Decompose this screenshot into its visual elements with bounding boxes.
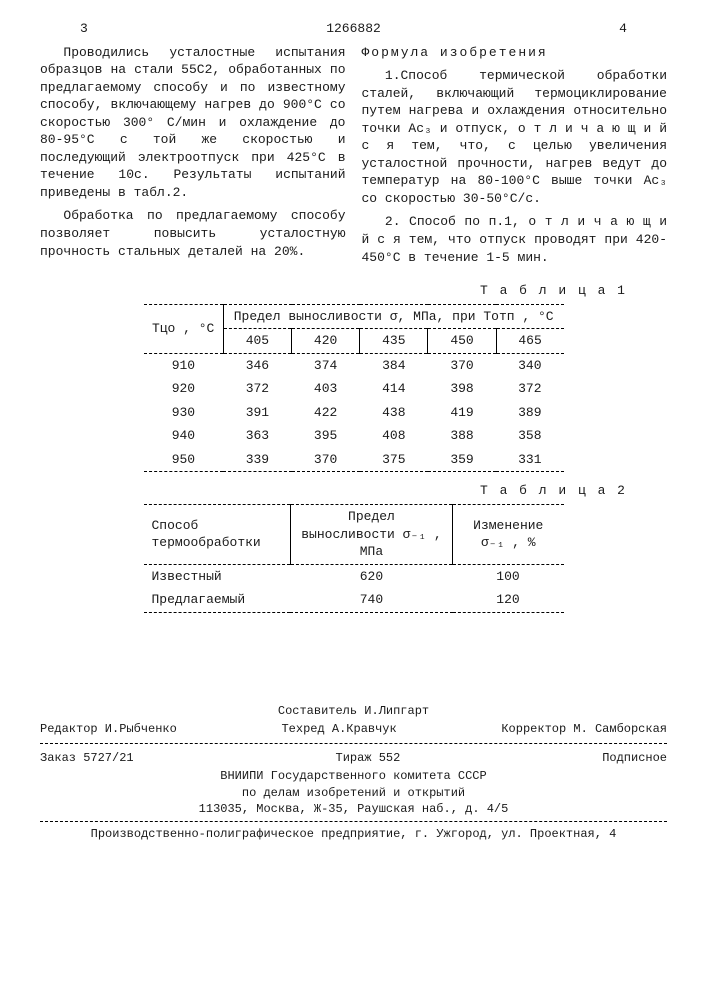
t1-r1c2: 403 xyxy=(292,377,360,401)
org-line2: по делам изобретений и открытий xyxy=(40,785,667,801)
t1-sub-3: 450 xyxy=(428,329,496,354)
editor: Редактор И.Рыбченко xyxy=(40,721,177,737)
t2-h2: Предел выносливости σ₋₁ , МПа xyxy=(290,505,452,565)
t2-r1c2: 120 xyxy=(453,588,564,612)
t1-r2c4: 419 xyxy=(428,401,496,425)
t1-r3c1: 363 xyxy=(223,424,291,448)
t1-r2c5: 389 xyxy=(496,401,563,425)
t1-r0c1: 346 xyxy=(223,353,291,377)
t1-r1c4: 398 xyxy=(428,377,496,401)
formula-heading: Формула изобретения xyxy=(362,44,668,62)
t1-r2c1: 391 xyxy=(223,401,291,425)
t1-r0c2: 374 xyxy=(292,353,360,377)
t2-r1c1: 740 xyxy=(290,588,452,612)
table1-caption: Т а б л и ц а 1 xyxy=(40,282,627,300)
t1-sub-0: 405 xyxy=(223,329,291,354)
techred: Техред А.Кравчук xyxy=(281,721,396,737)
t2-r0c0: Известный xyxy=(144,564,291,588)
page-no-right: 4 xyxy=(619,20,627,38)
t1-r4c1: 339 xyxy=(223,448,291,472)
t2-r0c2: 100 xyxy=(453,564,564,588)
addr: 113035, Москва, Ж-35, Раушская наб., д. … xyxy=(40,801,667,817)
t1-r2c0: 930 xyxy=(144,401,224,425)
table1: Тцо , °C Предел выносливости σ, МПа, при… xyxy=(144,304,564,473)
page-header: 3 1266882 4 xyxy=(40,20,667,44)
org-line1: ВНИИПИ Государственного комитета СССР xyxy=(40,768,667,784)
t1-r4c3: 375 xyxy=(360,448,428,472)
table2: Способ термообработки Предел выносливост… xyxy=(144,504,564,613)
body-columns: Проводились усталостные испытания образц… xyxy=(40,44,667,273)
t1-r0c0: 910 xyxy=(144,353,224,377)
t1-r1c3: 414 xyxy=(360,377,428,401)
right-column: Формула изобретения 1.Способ термической… xyxy=(362,44,668,273)
compiler-line: Составитель И.Липгарт xyxy=(40,703,667,719)
t1-r4c2: 370 xyxy=(292,448,360,472)
t1-sub-4: 465 xyxy=(496,329,563,354)
t2-r1c0: Предлагаемый xyxy=(144,588,291,612)
t1-r4c0: 950 xyxy=(144,448,224,472)
t1-sub-2: 435 xyxy=(360,329,428,354)
t1-r3c5: 358 xyxy=(496,424,563,448)
t1-r1c1: 372 xyxy=(223,377,291,401)
t2-r0c1: 620 xyxy=(290,564,452,588)
t1-r4c4: 359 xyxy=(428,448,496,472)
order-no: Заказ 5727/21 xyxy=(40,750,134,766)
t1-head-span: Предел выносливости σ, МПа, при Тотп , °… xyxy=(223,304,563,329)
left-p2: Обработка по предлагаемому способу позво… xyxy=(40,207,346,260)
t1-r0c4: 370 xyxy=(428,353,496,377)
table2-caption: Т а б л и ц а 2 xyxy=(40,482,627,500)
right-p2: 2. Способ по п.1, о т л и ч а ю щ и й с … xyxy=(362,213,668,266)
t1-r1c5: 372 xyxy=(496,377,563,401)
t1-r2c3: 438 xyxy=(360,401,428,425)
imprint-footer: Составитель И.Липгарт Редактор И.Рыбченк… xyxy=(40,703,667,842)
t1-r0c3: 384 xyxy=(360,353,428,377)
divider-2 xyxy=(40,821,667,822)
t1-r3c0: 940 xyxy=(144,424,224,448)
t2-h1: Способ термообработки xyxy=(144,505,291,565)
printer: Производственно-полиграфическое предприя… xyxy=(40,826,667,842)
divider-1 xyxy=(40,743,667,744)
t1-r2c2: 422 xyxy=(292,401,360,425)
t1-r3c2: 395 xyxy=(292,424,360,448)
tirazh: Тираж 552 xyxy=(336,750,401,766)
t1-sub-1: 420 xyxy=(292,329,360,354)
t1-r4c5: 331 xyxy=(496,448,563,472)
page-no-left: 3 xyxy=(80,20,88,38)
t1-r3c3: 408 xyxy=(360,424,428,448)
corrector: Корректор М. Самборская xyxy=(501,721,667,737)
right-p1: 1.Способ термической обработки сталей, в… xyxy=(362,67,668,207)
podpis: Подписное xyxy=(602,750,667,766)
t1-r3c4: 388 xyxy=(428,424,496,448)
left-column: Проводились усталостные испытания образц… xyxy=(40,44,346,273)
left-p1: Проводились усталостные испытания образц… xyxy=(40,44,346,202)
t1-r0c5: 340 xyxy=(496,353,563,377)
t1-head-col1: Тцо , °C xyxy=(144,304,224,353)
patent-number: 1266882 xyxy=(326,20,381,38)
t2-h3: Изменение σ₋₁ , % xyxy=(453,505,564,565)
t1-r1c0: 920 xyxy=(144,377,224,401)
